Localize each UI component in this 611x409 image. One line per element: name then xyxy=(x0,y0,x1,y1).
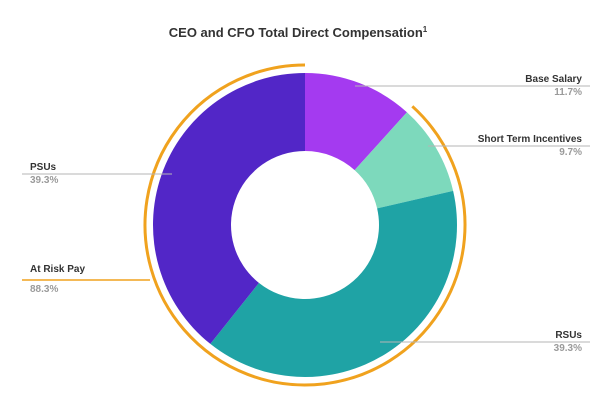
label-short-term-incentives: Short Term Incentives xyxy=(478,134,583,145)
slice-rsus xyxy=(210,190,457,378)
chart-title: CEO and CFO Total Direct Compensation1 xyxy=(169,25,428,40)
value-rsus: 39.3% xyxy=(554,343,582,354)
value-short-term-incentives: 9.7% xyxy=(559,147,582,158)
at-risk-pay-arc xyxy=(143,63,467,387)
slice-psus xyxy=(152,73,305,344)
slice-labels: Base Salary 11.7% Short Term Incentives 9.7… xyxy=(30,74,582,354)
value-psus: 39.3% xyxy=(30,175,58,186)
label-rsus: RSUs xyxy=(555,330,582,341)
slice-short-term-incentives xyxy=(354,112,454,209)
label-base-salary: Base Salary xyxy=(525,74,582,85)
title-superscript: 1 xyxy=(423,25,428,34)
slice-base-salary xyxy=(305,73,407,171)
value-base-salary: 11.7% xyxy=(554,87,582,98)
donut-slices xyxy=(152,73,457,378)
label-leader-lines xyxy=(22,85,590,343)
label-psus: PSUs xyxy=(30,162,57,173)
value-at-risk-pay: 88.3% xyxy=(30,284,58,295)
label-at-risk-pay: At Risk Pay xyxy=(30,264,85,275)
